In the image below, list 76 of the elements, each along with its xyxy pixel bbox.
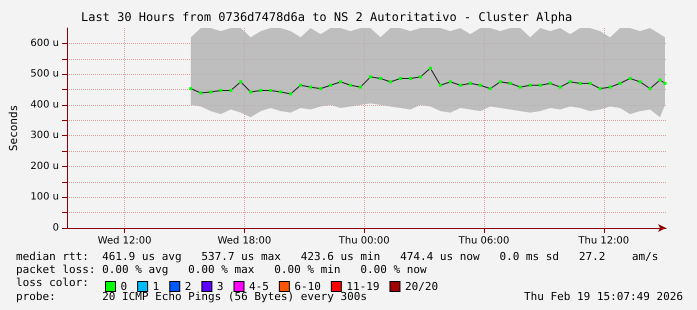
point [428, 66, 432, 70]
point [528, 84, 532, 87]
y-tick-label: 400 u [30, 99, 59, 110]
y-tick-label: 200 u [30, 160, 59, 172]
point [329, 84, 332, 87]
point [339, 80, 342, 84]
point [388, 80, 392, 84]
point [349, 84, 352, 87]
point [229, 88, 232, 92]
legend-label: 2 [184, 280, 192, 293]
point [299, 84, 302, 87]
y-tick-label: 300 u [30, 130, 59, 142]
point [448, 80, 452, 84]
point [558, 86, 562, 89]
point [598, 87, 602, 90]
point [378, 76, 382, 80]
point [648, 87, 652, 90]
point [664, 82, 666, 85]
point [319, 87, 322, 90]
point [658, 78, 662, 82]
legend-title: loss color: [16, 276, 89, 289]
point [269, 88, 272, 92]
point [418, 75, 422, 78]
point [209, 90, 212, 94]
y-tick-label: 500 u [30, 68, 59, 80]
y-tick-label: 600 u [30, 38, 59, 49]
point [438, 84, 442, 87]
x-tick-label: Wed 12:00 [98, 236, 152, 246]
point [568, 80, 572, 84]
point [398, 76, 402, 80]
point [468, 82, 472, 85]
legend-label: 20/20 [404, 280, 438, 293]
point [548, 82, 552, 85]
point [219, 88, 222, 92]
legend-label: 0 [120, 280, 128, 293]
point [289, 92, 292, 96]
chart-title: Last 30 Hours from 0736d7478d6a to NS 2 Autoritativo - Cluster Alpha [81, 10, 572, 24]
x-tick-label: Wed 18:00 [217, 236, 272, 246]
point [498, 80, 502, 84]
point [259, 88, 262, 92]
text: median rtt: 461.9 us avg 537.7 us max 423.6 us min 474.4 us now 0.0 ms sd 27.2 am/s [16, 250, 658, 263]
point [488, 87, 492, 90]
point [618, 82, 622, 85]
point [538, 84, 542, 87]
point [279, 90, 282, 94]
point [478, 84, 482, 87]
text: Thu Feb 19 15:07:49 2026 [524, 290, 683, 303]
point [309, 86, 312, 89]
x-tick-label: Thu 12:00 [577, 236, 630, 246]
point [588, 82, 592, 85]
point [628, 76, 632, 80]
y-tick-label: 0 [52, 222, 59, 234]
x-tick-label: Thu 00:00 [338, 236, 390, 246]
y-axis-title: Seconds [7, 104, 20, 152]
point [638, 80, 642, 84]
point [578, 82, 582, 85]
point [249, 90, 252, 94]
legend-label: 6-10 [294, 280, 321, 293]
point [608, 86, 612, 89]
point [518, 86, 522, 89]
point [239, 80, 242, 84]
text: probe: 20 ICMP Echo Pings (56 Bytes) every 300s [16, 290, 367, 303]
legend-label: 1 [152, 280, 160, 293]
y-tick-label: 100 u [30, 192, 59, 203]
point [189, 87, 192, 90]
legend-label: 11-19 [346, 280, 380, 293]
point [359, 86, 362, 89]
text: packet loss: 0.00 % avg 0.00 % max 0.00 % min 0.00 % now [16, 263, 427, 276]
point [408, 76, 412, 80]
x-tick-label: Thu 06:00 [458, 236, 510, 246]
point [458, 84, 462, 87]
legend-label: 3 [216, 280, 224, 293]
point [508, 82, 512, 85]
point [199, 91, 202, 94]
legend-label: 4-5 [248, 280, 269, 293]
point [368, 75, 372, 78]
